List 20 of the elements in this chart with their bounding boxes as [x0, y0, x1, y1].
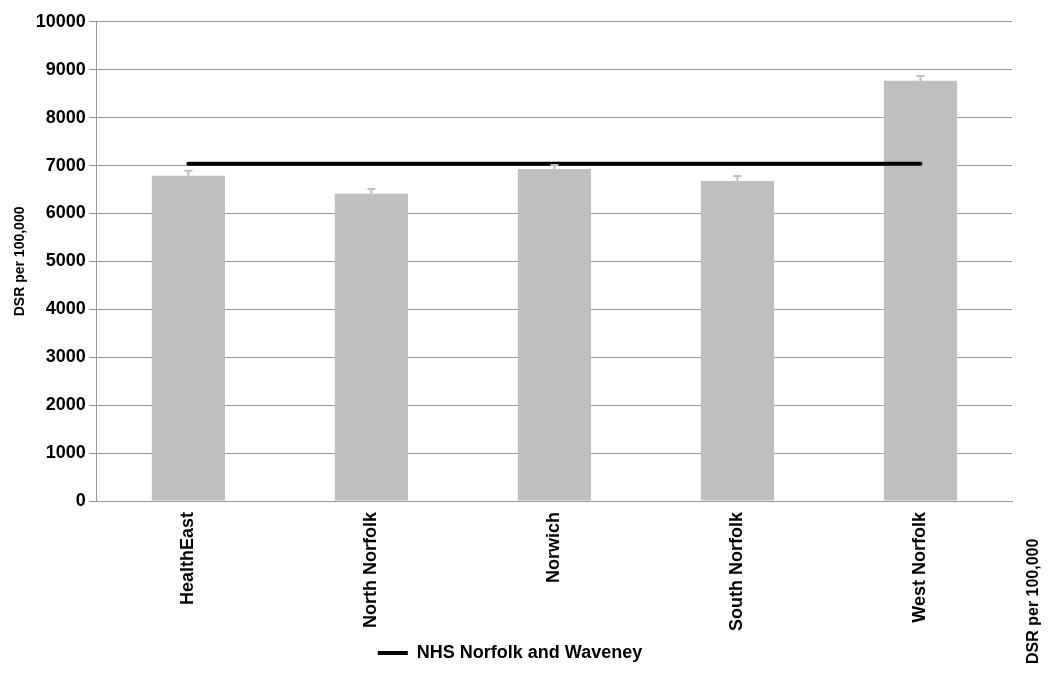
y-tick-label: 0	[75, 489, 86, 510]
bar	[517, 168, 592, 501]
x-tick-label: South Norfolk	[726, 511, 747, 632]
y-tick-label: 5000	[45, 250, 86, 271]
y-tick-label: 8000	[45, 106, 86, 127]
y-tick-label: 2000	[45, 394, 86, 415]
y-tick-label: 3000	[45, 346, 86, 367]
x-tick-label: West Norfolk	[909, 511, 930, 623]
y-tick-label: 1000	[45, 442, 86, 463]
x-tick-label: HealthEast	[177, 512, 198, 606]
x-tick-label: Norwich	[543, 512, 564, 584]
text: DSR per 100,000	[1024, 538, 1042, 664]
y-tick-label: 6000	[45, 202, 86, 223]
y-axis-title: DSR per 100,000	[11, 206, 28, 317]
y-tick-label: 10000	[35, 10, 86, 31]
legend-label: NHS Norfolk and Waveney	[416, 641, 643, 662]
x-tick-label: North Norfolk	[360, 511, 381, 629]
y-tick-label: 7000	[45, 154, 86, 175]
y-tick-label: 9000	[45, 58, 86, 79]
y-tick-label: 4000	[45, 298, 86, 319]
